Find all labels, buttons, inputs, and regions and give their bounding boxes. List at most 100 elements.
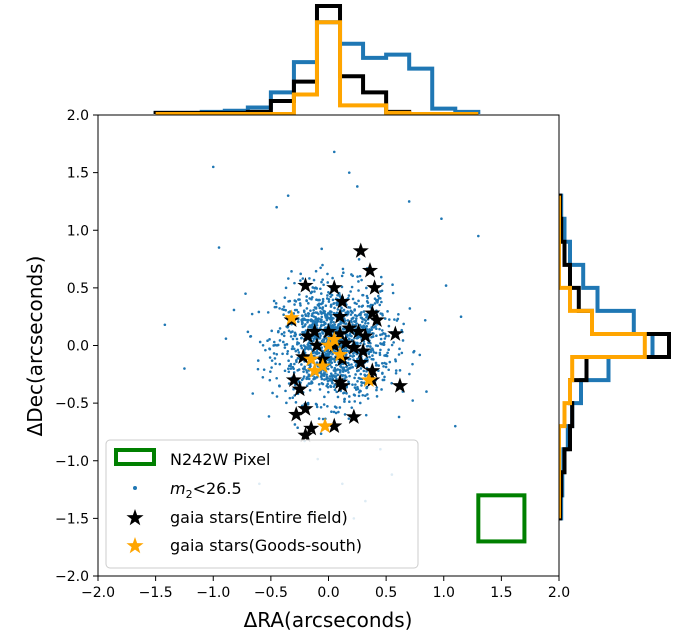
m2-point	[292, 347, 296, 351]
m2-point	[351, 365, 354, 369]
m2-point	[297, 298, 300, 301]
m2-point	[355, 363, 358, 366]
m2-point	[299, 304, 302, 307]
m2-point	[326, 294, 329, 297]
m2-point	[375, 363, 378, 367]
m2-point	[287, 367, 290, 371]
m2-point	[293, 362, 296, 366]
m2-point	[353, 376, 356, 380]
star-goods-south	[316, 417, 334, 434]
m2-point	[293, 281, 296, 285]
m2-point	[321, 417, 325, 421]
star-entire-field	[295, 348, 312, 364]
m2-point	[366, 296, 369, 300]
m2-point	[412, 350, 415, 354]
y-tick-label: 1.5	[67, 166, 89, 182]
m2-point	[307, 312, 310, 315]
legend-m2-main: m	[170, 479, 186, 498]
m2-point	[361, 393, 365, 397]
m2-point	[268, 338, 271, 341]
m2-point	[310, 297, 313, 301]
m2-point	[320, 315, 324, 319]
m2-point	[393, 318, 396, 321]
m2-point	[331, 375, 334, 379]
m2-point	[387, 368, 390, 372]
m2-point	[348, 306, 352, 309]
x-tick-label: −1.5	[139, 585, 173, 601]
m2-point	[314, 351, 317, 355]
m2-point	[338, 368, 342, 372]
m2-point	[381, 378, 385, 382]
m2-point	[365, 328, 369, 331]
m2-point	[357, 258, 361, 261]
m2-point	[383, 337, 387, 340]
m2-point	[371, 335, 375, 338]
star-entire-field	[308, 337, 326, 353]
x-tick-label: 0.5	[375, 585, 397, 601]
m2-point	[380, 289, 384, 293]
m2-point	[401, 339, 405, 342]
m2-point	[370, 326, 374, 329]
m2-point	[329, 320, 333, 324]
m2-point	[360, 305, 364, 308]
m2-point	[294, 349, 298, 353]
m2-point	[314, 307, 318, 310]
y-tick-label: −2.0	[55, 569, 89, 585]
legend-star-orange	[126, 537, 144, 554]
m2-point	[289, 367, 293, 370]
m2-point	[269, 370, 272, 373]
m2-point	[354, 383, 357, 386]
m2-point	[291, 365, 295, 369]
m2-point	[375, 334, 378, 337]
m2-point	[453, 424, 457, 428]
m2-point	[332, 301, 336, 305]
m2-point	[315, 321, 319, 325]
m2-point	[224, 337, 228, 340]
m2-point	[362, 310, 366, 313]
m2-point	[358, 274, 362, 278]
m2-point	[320, 247, 323, 251]
m2-point	[353, 309, 356, 312]
m2-point	[358, 323, 362, 327]
m2-point	[364, 394, 367, 398]
m2-point	[327, 291, 330, 294]
m2-point	[319, 287, 322, 291]
m2-point	[357, 299, 360, 303]
m2-point	[261, 343, 265, 347]
m2-point	[310, 314, 314, 318]
star-entire-field	[303, 419, 320, 436]
m2-point	[273, 357, 277, 360]
m2-point	[349, 313, 353, 316]
m2-point	[284, 308, 287, 312]
m2-point	[343, 413, 347, 416]
m2-point	[308, 388, 312, 392]
m2-point	[364, 321, 367, 325]
m2-point	[246, 330, 250, 334]
m2-point	[384, 354, 387, 357]
m2-point	[390, 343, 394, 347]
x-tick-label: 2.0	[548, 585, 570, 601]
m2-point	[418, 353, 422, 357]
m2-point	[321, 331, 324, 334]
m2-point	[291, 330, 294, 333]
m2-point	[278, 339, 282, 342]
m2-point	[298, 293, 301, 296]
m2-point	[306, 343, 310, 346]
m2-point	[348, 400, 351, 403]
m2-point	[345, 365, 348, 369]
m2-point	[382, 343, 386, 346]
m2-point	[318, 298, 321, 302]
m2-point	[408, 307, 412, 310]
m2-point	[360, 278, 363, 282]
m2-point	[373, 302, 377, 305]
m2-point	[346, 296, 350, 300]
m2-point	[291, 345, 295, 348]
star-entire-field	[299, 327, 316, 344]
m2-point	[407, 200, 411, 203]
m2-point	[275, 352, 279, 356]
m2-point	[287, 277, 290, 280]
m2-point	[329, 359, 332, 363]
m2-point	[295, 342, 299, 346]
m2-point	[283, 296, 287, 299]
m2-point	[342, 391, 346, 395]
